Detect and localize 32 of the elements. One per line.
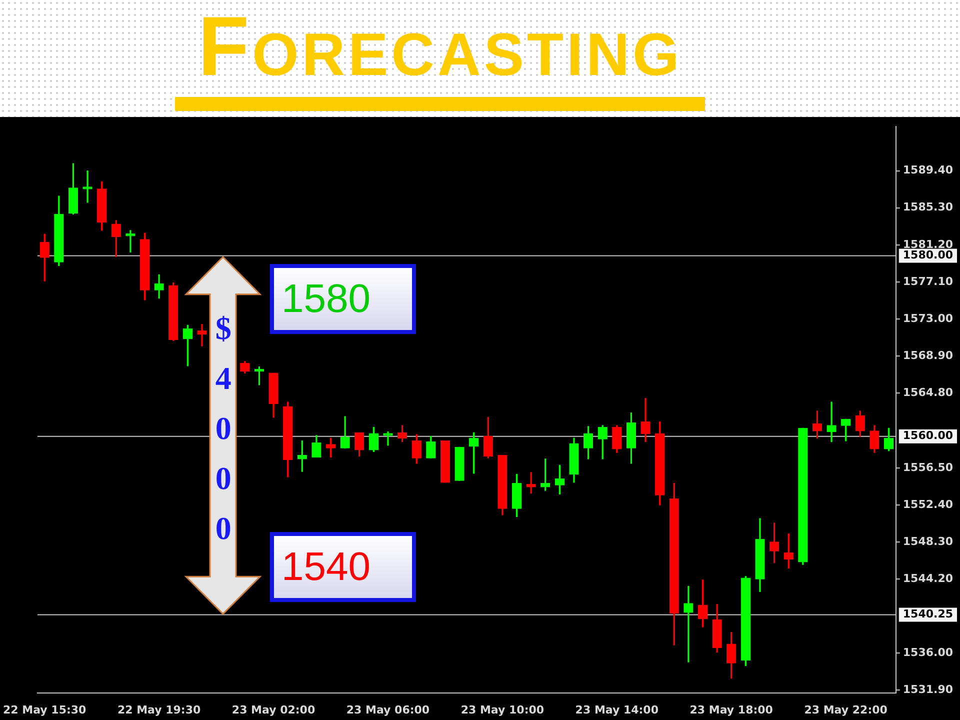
x-tick-label: 22 May 15:30 [2, 703, 87, 716]
x-tick-label: 23 May 02:00 [232, 703, 316, 716]
y-tick-label: 1544.20 [902, 572, 954, 585]
candlestick [197, 324, 207, 346]
y-tick-label: 1585.30 [902, 200, 954, 214]
y-tick-label: 1589.40 [902, 164, 954, 177]
y-tick-label: 1556.50 [902, 460, 954, 474]
annotation: $4000 [205, 310, 242, 560]
candlestick [383, 431, 393, 446]
y-tick-label: 1536.00 [902, 646, 954, 659]
y-tick-label: 1581.20 [902, 238, 954, 251]
x-tick-label: 23 May 06:00 [346, 703, 430, 716]
y-tick-label: 1577.10 [902, 274, 954, 288]
candlestick [826, 402, 836, 442]
y-tick-label: 1564.80 [902, 386, 954, 399]
y-tick-label: 1548.30 [902, 534, 954, 548]
x-tick-label: 23 May 22:00 [804, 703, 888, 716]
y-tick-label: 1573.00 [902, 312, 954, 325]
x-tick-label: 23 May 18:00 [690, 703, 774, 716]
y-tick-label: 1552.40 [902, 498, 954, 511]
candlestick [684, 586, 694, 662]
x-tick-label: 23 May 14:00 [575, 703, 659, 716]
y-tick-label: 1531.90 [902, 682, 954, 696]
ref-line-label: 1540.25 [902, 608, 954, 621]
annotation: 1540 [270, 532, 416, 602]
ref-line-label: 1580.00 [902, 248, 954, 262]
ref-line-label: 1560.00 [902, 429, 954, 442]
x-tick-label: 22 May 19:30 [117, 703, 201, 716]
chart-title: FORECASTING [196, 0, 684, 95]
x-tick-label: 23 May 10:00 [460, 703, 544, 716]
y-tick-label: 1568.90 [902, 348, 954, 362]
annotation: 1580 [270, 264, 416, 334]
